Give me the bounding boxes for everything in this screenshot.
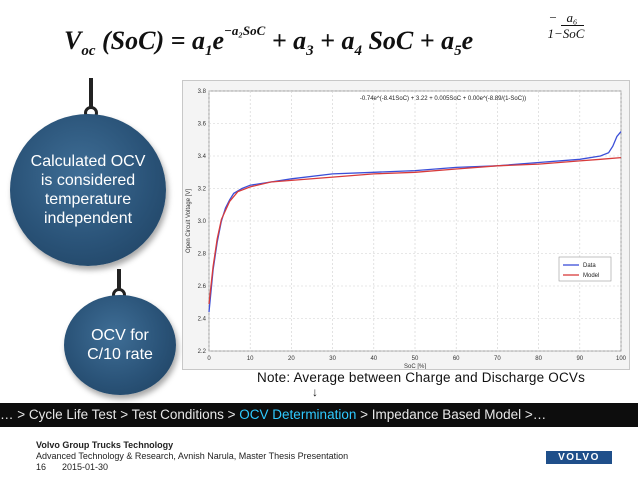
down-arrow-icon: ↓ bbox=[312, 385, 318, 399]
ocv-chart: 0 10 20 30 40 50 60 70 80 90 100 2.2 2.4 2.6 2.8 3.0 3.2… bbox=[186, 89, 627, 370]
x-tick-label: 40 bbox=[370, 356, 377, 362]
y-tick-label: 2.6 bbox=[198, 284, 207, 290]
y-tick-label: 3.6 bbox=[198, 122, 207, 128]
breadcrumb-impedance-based-model[interactable]: Impedance Based Model bbox=[371, 407, 522, 422]
x-tick-label: 30 bbox=[329, 356, 336, 362]
legend-box bbox=[558, 256, 612, 282]
bubble-temperature-independent: Calculated OCV is considered temperature… bbox=[10, 114, 166, 266]
legend-label-model: Model bbox=[583, 273, 599, 279]
y-tick-label: 2.4 bbox=[198, 317, 207, 323]
ocv-equation: Voc (SoC) = a1e−a₂SoC + a3 + a4 SoC + a5… bbox=[64, 10, 584, 66]
x-tick-label: 90 bbox=[576, 356, 583, 362]
eq-term2-sub: 3 bbox=[306, 43, 314, 60]
x-tick-label: 80 bbox=[535, 356, 542, 362]
x-tick-label: 0 bbox=[207, 356, 211, 362]
x-tick-label: 20 bbox=[288, 356, 295, 362]
y-tick-label: 2.2 bbox=[198, 349, 207, 355]
eq-term4-e: e bbox=[461, 26, 474, 55]
y-axis-label: Open Circuit Voltage [V] bbox=[186, 189, 192, 253]
x-tick-label: 70 bbox=[494, 356, 501, 362]
eq-term1-exp: −a₂SoC bbox=[224, 23, 266, 39]
y-tick-label: 3.2 bbox=[198, 187, 207, 193]
breadcrumb-prefix: … > bbox=[0, 407, 29, 422]
x-tick-label: 100 bbox=[616, 356, 627, 362]
bubble-ocv-rate: OCV for C/10 rate bbox=[64, 295, 176, 395]
eq-term4-sub: 5 bbox=[454, 43, 462, 60]
equation-main: Voc (SoC) = a1e−a₂SoC + a3 + a4 SoC + a5… bbox=[64, 23, 474, 60]
bubble-text-2: OCV for C/10 rate bbox=[87, 327, 153, 363]
y-tick-label: 2.8 bbox=[198, 252, 207, 258]
eq-lhs: V bbox=[64, 26, 82, 55]
breadcrumb-separator: > bbox=[223, 407, 240, 422]
series-line-model bbox=[208, 156, 622, 304]
bubble-text-1: Calculated OCV is considered temperature… bbox=[30, 153, 146, 227]
x-tick-label: 50 bbox=[412, 356, 419, 362]
eq-frac-sign: − bbox=[548, 10, 558, 25]
breadcrumb-suffix: >… bbox=[521, 407, 547, 422]
y-tick-label: 3.4 bbox=[198, 154, 207, 160]
footer-org: Volvo Group Trucks Technology bbox=[36, 440, 174, 450]
connector-line-2 bbox=[117, 269, 121, 291]
legend-label-data: Data bbox=[583, 263, 596, 269]
note-text: Note: Average between Charge and Dischar… bbox=[257, 370, 586, 385]
breadcrumb-test-conditions[interactable]: Test Conditions bbox=[131, 407, 224, 422]
eq-frac-num: a₆ bbox=[560, 10, 584, 26]
volvo-logo: VOLVO bbox=[546, 451, 612, 464]
chart-title: -0.74e^(-8.41SoC) + 3.22 + 0.005SoC + 0.… bbox=[360, 96, 526, 102]
eq-term2: + a bbox=[271, 26, 307, 55]
x-tick-label: 10 bbox=[247, 356, 254, 362]
eq-term1-sub: 1 bbox=[204, 43, 213, 60]
y-tick-label: 3.0 bbox=[198, 219, 207, 225]
eq-term3-sub: 4 bbox=[354, 43, 362, 60]
breadcrumb-cycle-life-test[interactable]: Cycle Life Test bbox=[28, 407, 117, 422]
ocv-plot-frame: 0 10 20 30 40 50 60 70 80 90 100 2.2 2.4 2.6 2.8 3.0 3.2… bbox=[182, 80, 630, 370]
eq-lhs-arg: (SoC) = bbox=[102, 26, 186, 55]
breadcrumb-separator: > bbox=[356, 407, 372, 422]
x-tick-label: 60 bbox=[453, 356, 460, 362]
page-number: 16 bbox=[36, 462, 47, 472]
eq-lhs-sub: oc bbox=[81, 43, 96, 60]
y-tick-label: 3.8 bbox=[198, 89, 207, 95]
breadcrumb: … > Cycle Life Test > Test Conditions > … bbox=[0, 403, 638, 427]
x-axis-label: SoC [%] bbox=[404, 364, 426, 369]
connector-line-1 bbox=[89, 78, 93, 110]
equation-exponent-fraction: − a₆ 1−SoC bbox=[536, 10, 596, 42]
eq-term1: a bbox=[191, 26, 205, 55]
footer-date: 2015-01-30 bbox=[62, 462, 109, 472]
eq-term3: + a bbox=[320, 26, 355, 55]
footer-subtitle: Advanced Technology & Research, Avnish N… bbox=[36, 451, 349, 461]
breadcrumb-separator: > bbox=[116, 407, 132, 422]
eq-frac-den: 1−SoC bbox=[547, 26, 585, 41]
footer: Volvo Group Trucks Technology Advanced T… bbox=[36, 440, 348, 473]
eq-term1-e: e bbox=[212, 26, 224, 55]
eq-term3-rest: SoC + a bbox=[368, 26, 455, 55]
breadcrumb-ocv-determination[interactable]: OCV Determination bbox=[239, 407, 357, 422]
